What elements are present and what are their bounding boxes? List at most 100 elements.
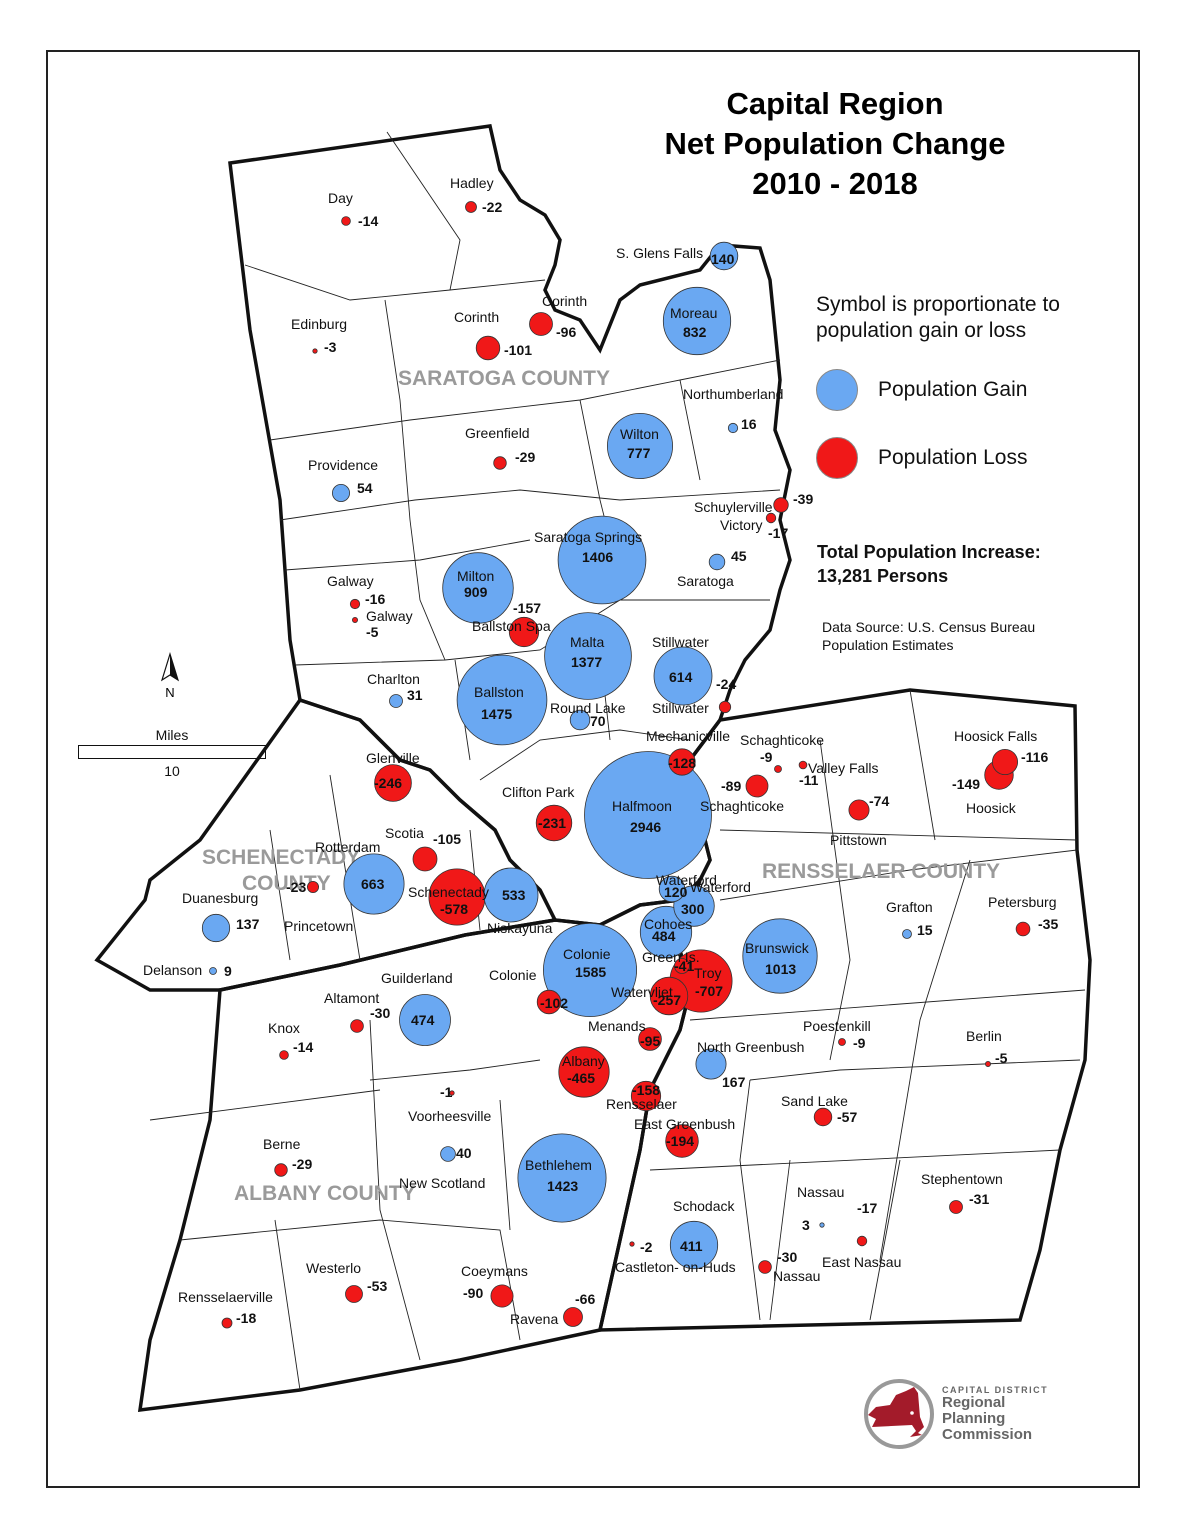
gain-circle-icon[interactable] (709, 241, 739, 271)
place-marker[interactable] (569, 709, 591, 731)
gain-circle-icon[interactable] (544, 612, 632, 700)
loss-circle-icon[interactable] (535, 804, 573, 842)
place-marker[interactable] (201, 913, 231, 943)
gain-circle-icon[interactable] (209, 967, 217, 975)
gain-circle-icon[interactable] (607, 412, 674, 479)
loss-circle-icon[interactable] (949, 1200, 963, 1214)
place-marker[interactable] (374, 764, 412, 802)
loss-circle-icon[interactable] (312, 348, 318, 354)
gain-circle-icon[interactable] (902, 929, 912, 939)
place-marker[interactable] (673, 885, 715, 927)
gain-circle-icon[interactable] (483, 867, 539, 923)
place-marker[interactable] (773, 497, 789, 513)
loss-circle-icon[interactable] (341, 216, 351, 226)
gain-circle-icon[interactable] (695, 1048, 727, 1080)
gain-circle-icon[interactable] (557, 515, 647, 605)
place-marker[interactable] (475, 335, 501, 361)
gain-circle-icon[interactable] (389, 694, 403, 708)
place-marker[interactable] (279, 1050, 289, 1060)
place-marker[interactable] (718, 700, 732, 714)
place-marker[interactable] (658, 875, 686, 903)
loss-circle-icon[interactable] (274, 1163, 288, 1177)
place-marker[interactable] (465, 201, 477, 213)
loss-circle-icon[interactable] (630, 1080, 662, 1112)
place-marker[interactable] (674, 958, 690, 974)
place-marker[interactable] (483, 867, 539, 923)
gain-circle-icon[interactable] (569, 709, 591, 731)
loss-circle-icon[interactable] (856, 1235, 868, 1247)
gain-circle-icon[interactable] (708, 553, 726, 571)
loss-circle-icon[interactable] (412, 846, 438, 872)
place-marker[interactable] (902, 929, 912, 939)
loss-circle-icon[interactable] (665, 1124, 699, 1158)
gain-circle-icon[interactable] (653, 646, 713, 706)
place-marker[interactable] (493, 456, 507, 470)
place-marker[interactable] (607, 412, 674, 479)
place-marker[interactable] (662, 286, 732, 356)
place-marker[interactable] (992, 749, 1019, 776)
place-marker[interactable] (695, 1048, 727, 1080)
loss-circle-icon[interactable] (529, 312, 553, 336)
place-marker[interactable] (856, 1235, 868, 1247)
place-marker[interactable] (442, 552, 514, 624)
loss-circle-icon[interactable] (374, 764, 412, 802)
loss-circle-icon[interactable] (674, 958, 690, 974)
gain-circle-icon[interactable] (456, 654, 548, 746)
place-marker[interactable] (798, 760, 808, 770)
gain-circle-icon[interactable] (201, 913, 231, 943)
place-marker[interactable] (456, 654, 548, 746)
loss-circle-icon[interactable] (508, 616, 540, 648)
loss-circle-icon[interactable] (475, 335, 501, 361)
loss-circle-icon[interactable] (490, 1284, 514, 1308)
place-marker[interactable] (765, 512, 777, 524)
place-marker[interactable] (544, 612, 632, 700)
place-marker[interactable] (653, 646, 713, 706)
place-marker[interactable] (1015, 921, 1031, 937)
gain-circle-icon[interactable] (669, 1220, 719, 1270)
place-marker[interactable] (584, 751, 712, 879)
place-marker[interactable] (819, 1222, 825, 1228)
loss-circle-icon[interactable] (629, 1241, 635, 1247)
place-marker[interactable] (848, 799, 870, 821)
loss-circle-icon[interactable] (351, 617, 358, 624)
gain-circle-icon[interactable] (517, 1133, 607, 1223)
loss-circle-icon[interactable] (493, 456, 507, 470)
loss-circle-icon[interactable] (536, 989, 562, 1015)
place-marker[interactable] (949, 1200, 963, 1214)
loss-circle-icon[interactable] (745, 774, 769, 798)
gain-circle-icon[interactable] (584, 751, 712, 879)
loss-circle-icon[interactable] (221, 1317, 233, 1329)
place-marker[interactable] (745, 774, 769, 798)
place-marker[interactable] (449, 1090, 455, 1096)
loss-circle-icon[interactable] (649, 976, 689, 1016)
loss-circle-icon[interactable] (350, 1019, 364, 1033)
loss-circle-icon[interactable] (773, 497, 789, 513)
place-marker[interactable] (312, 348, 318, 354)
gain-circle-icon[interactable] (440, 1146, 456, 1162)
place-marker[interactable] (985, 1061, 992, 1068)
loss-circle-icon[interactable] (465, 201, 477, 213)
gain-circle-icon[interactable] (673, 885, 715, 927)
gain-circle-icon[interactable] (662, 286, 732, 356)
loss-circle-icon[interactable] (306, 881, 319, 894)
gain-circle-icon[interactable] (399, 994, 451, 1046)
place-marker[interactable] (813, 1107, 833, 1127)
place-marker[interactable] (629, 1241, 635, 1247)
place-marker[interactable] (838, 1038, 846, 1046)
place-marker[interactable] (529, 312, 553, 336)
loss-circle-icon[interactable] (558, 1046, 610, 1098)
place-marker[interactable] (440, 1146, 456, 1162)
place-marker[interactable] (517, 1133, 607, 1223)
loss-circle-icon[interactable] (798, 760, 808, 770)
place-marker[interactable] (758, 1260, 772, 1274)
loss-circle-icon[interactable] (992, 749, 1019, 776)
gain-circle-icon[interactable] (819, 1222, 825, 1228)
place-marker[interactable] (563, 1307, 583, 1327)
gain-circle-icon[interactable] (742, 918, 818, 994)
place-marker[interactable] (209, 967, 217, 975)
place-marker[interactable] (221, 1317, 233, 1329)
loss-circle-icon[interactable] (1015, 921, 1031, 937)
place-marker[interactable] (535, 804, 573, 842)
place-marker[interactable] (343, 853, 405, 915)
place-marker[interactable] (557, 515, 647, 605)
